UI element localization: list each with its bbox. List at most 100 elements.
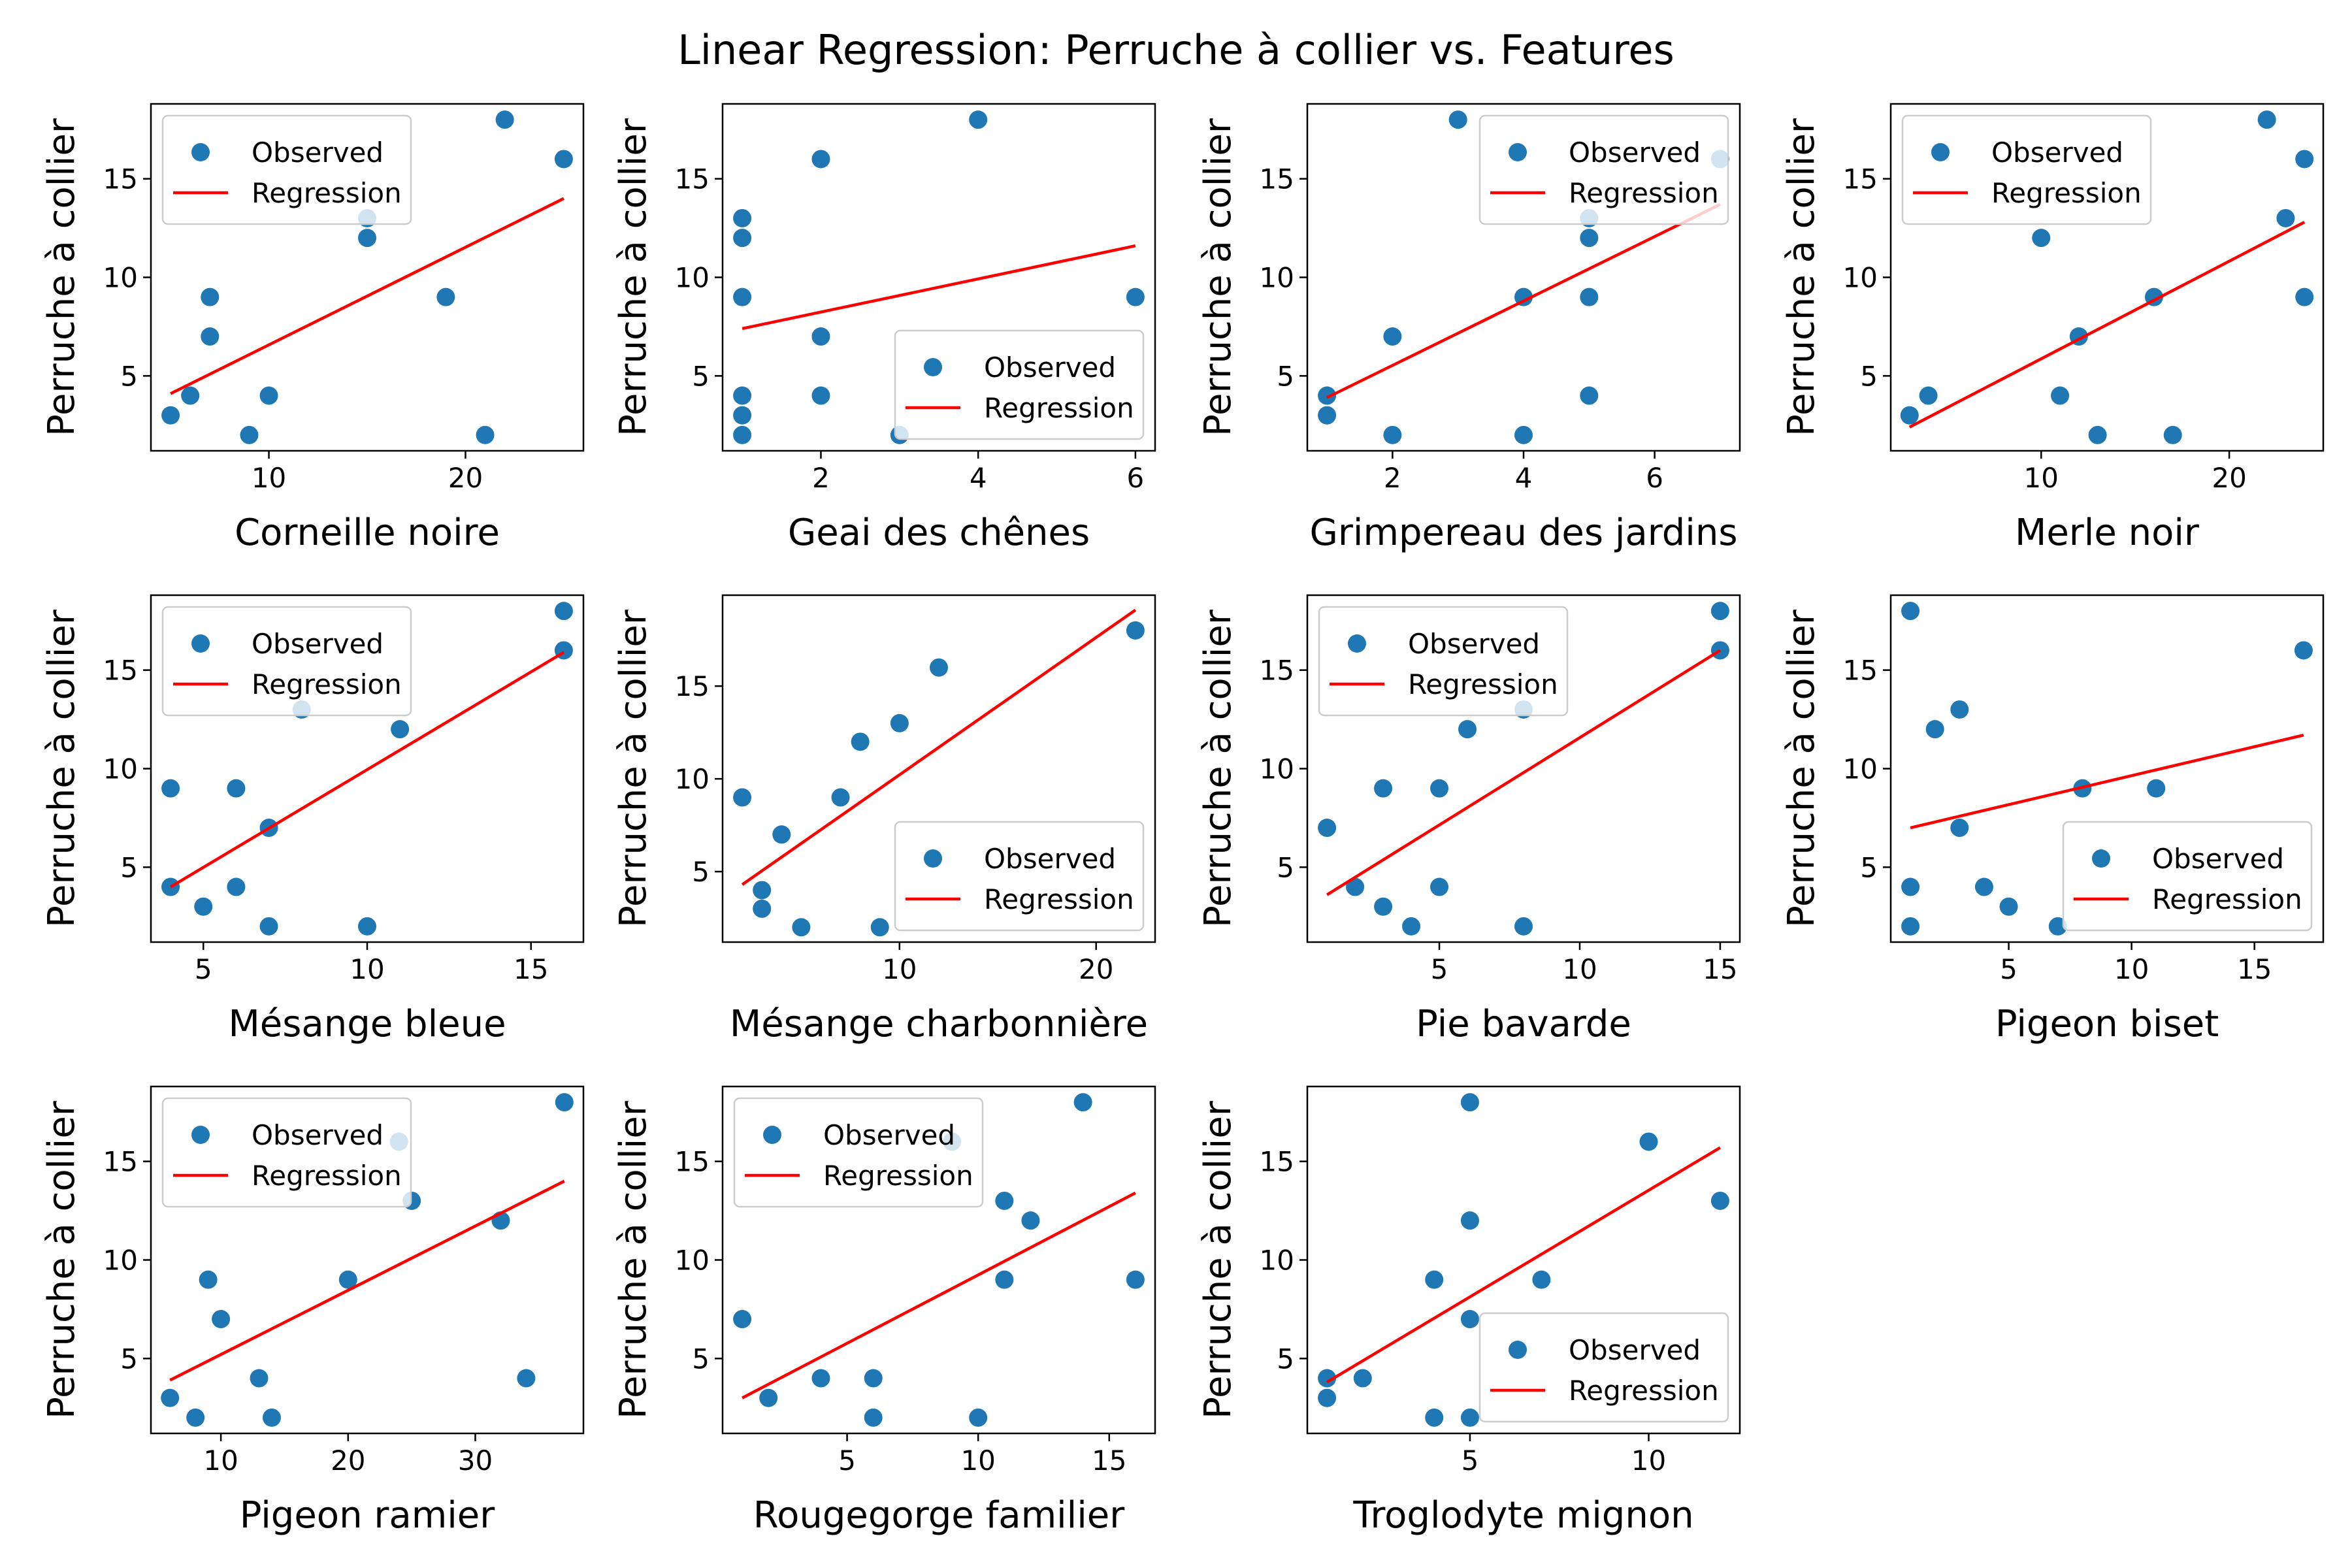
legend-box [894, 821, 1145, 932]
data-point [1460, 1408, 1479, 1427]
legend-box [1318, 606, 1569, 717]
data-point [811, 386, 830, 405]
x-axis-label: Pie bavarde [1416, 1003, 1631, 1045]
subplot-8: 5 10 15 5 10 15 Pigeon biset Perruche à collier… [1780, 594, 2325, 1045]
subplot-7: 5 10 15 5 10 15 Pie bavarde Perruche à collier O… [1197, 594, 1741, 1045]
x-tick-label: 2 [1384, 462, 1401, 494]
subplot-2: 2 4 6 5 10 15 Geai des chênes Perruche à collie… [612, 103, 1156, 554]
x-tick-label: 2 [812, 462, 830, 494]
y-tick-label: 10 [103, 1245, 138, 1277]
y-tick-label: 5 [1277, 360, 1294, 392]
regression-line [1910, 734, 2304, 830]
data-point [1580, 229, 1599, 248]
legend-regression-label: Regression [2152, 883, 2302, 915]
data-point [554, 150, 573, 169]
data-point [1430, 779, 1449, 798]
data-point [2294, 641, 2313, 660]
legend-observed-label: Observed [252, 1119, 384, 1151]
y-axis-label: Perruche à collier [1197, 609, 1239, 928]
legend-observed-marker [1348, 634, 1366, 653]
y-axis-label: Perruche à collier [41, 118, 83, 436]
regression-line [170, 197, 564, 395]
data-point [358, 229, 376, 248]
y-tick-label: 5 [120, 360, 138, 392]
x-tick-label: 20 [331, 1445, 365, 1477]
regression-line [169, 1179, 565, 1382]
data-point [1901, 877, 1920, 896]
subplot-10: 5 10 15 5 10 15 Rougegorge familier Perruche à … [612, 1085, 1156, 1537]
observed-points [1901, 602, 2313, 936]
data-point [2295, 287, 2314, 306]
x-tick-label: 10 [252, 462, 286, 494]
x-tick-label: 30 [458, 1445, 493, 1477]
x-tick-label: 10 [882, 953, 917, 985]
data-point [1901, 917, 1920, 936]
data-point [733, 1310, 752, 1329]
y-tick-label: 15 [1260, 655, 1294, 687]
legend-observed-label: Observed [252, 137, 384, 169]
data-point [358, 917, 376, 936]
data-point [2163, 425, 2182, 444]
data-point [1925, 720, 1944, 739]
y-tick-label: 15 [103, 655, 138, 687]
data-point [212, 1310, 231, 1329]
data-point [1425, 1408, 1444, 1427]
y-tick-label: 5 [692, 856, 710, 888]
data-point [1430, 877, 1449, 896]
data-point [1383, 327, 1402, 346]
legend-observed-label: Observed [1991, 137, 2123, 169]
legend-observed-marker [1509, 143, 1527, 161]
data-point [495, 110, 514, 129]
regression-line [1326, 1146, 1722, 1384]
subplot-1: 10 20 5 10 15 Corneille noire Perruche à colli… [41, 103, 585, 554]
data-point [436, 287, 455, 306]
x-tick-label: 15 [1703, 953, 1737, 985]
data-point [2032, 229, 2051, 248]
data-point [733, 425, 752, 444]
data-point [1460, 1310, 1479, 1329]
data-point [811, 150, 830, 169]
y-tick-label: 15 [675, 163, 710, 195]
data-point [262, 1408, 281, 1427]
data-point [733, 386, 752, 405]
x-axis-label: Geai des chênes [788, 512, 1090, 554]
data-point [1353, 1369, 1372, 1388]
x-tick-label: 20 [2212, 462, 2246, 494]
legend-regression-label: Regression [984, 392, 1134, 424]
y-tick-label: 10 [1843, 753, 1878, 785]
subplot-9: 10 20 30 5 10 15 Pigeon ramier Perruche à colli… [41, 1085, 585, 1537]
data-point [753, 899, 772, 918]
data-point [2051, 386, 2070, 405]
data-point [1374, 897, 1393, 916]
legend-box [894, 329, 1145, 440]
legend-box [1478, 1312, 1729, 1423]
legend-regression-label: Regression [823, 1160, 973, 1192]
x-axis-label: Grimpereau des jardins [1309, 512, 1737, 554]
data-point [995, 1270, 1014, 1289]
x-tick-label: 20 [448, 462, 483, 494]
x-axis-label: Mésange bleue [228, 1003, 506, 1045]
y-tick-label: 10 [1260, 262, 1294, 294]
data-point [181, 386, 200, 405]
x-tick-label: 5 [838, 1445, 856, 1477]
data-point [1901, 602, 1920, 621]
legend-observed-label: Observed [1569, 137, 1701, 169]
legend: Observed Regression [2062, 821, 2313, 932]
data-point [391, 720, 410, 739]
data-point [1532, 1270, 1551, 1289]
y-tick-label: 15 [1260, 163, 1294, 195]
data-point [733, 287, 752, 306]
data-point [759, 1388, 778, 1407]
data-point [1383, 425, 1402, 444]
legend-box [161, 114, 412, 225]
y-tick-label: 10 [1260, 1245, 1294, 1277]
legend-observed-label: Observed [984, 843, 1116, 875]
x-tick-label: 4 [970, 462, 987, 494]
data-point [476, 425, 495, 444]
y-axis-label: Perruche à collier [1197, 1100, 1239, 1419]
data-point [517, 1369, 536, 1388]
data-point [161, 779, 180, 798]
legend-regression-label: Regression [1569, 1375, 1719, 1407]
y-tick-label: 5 [120, 1343, 138, 1375]
